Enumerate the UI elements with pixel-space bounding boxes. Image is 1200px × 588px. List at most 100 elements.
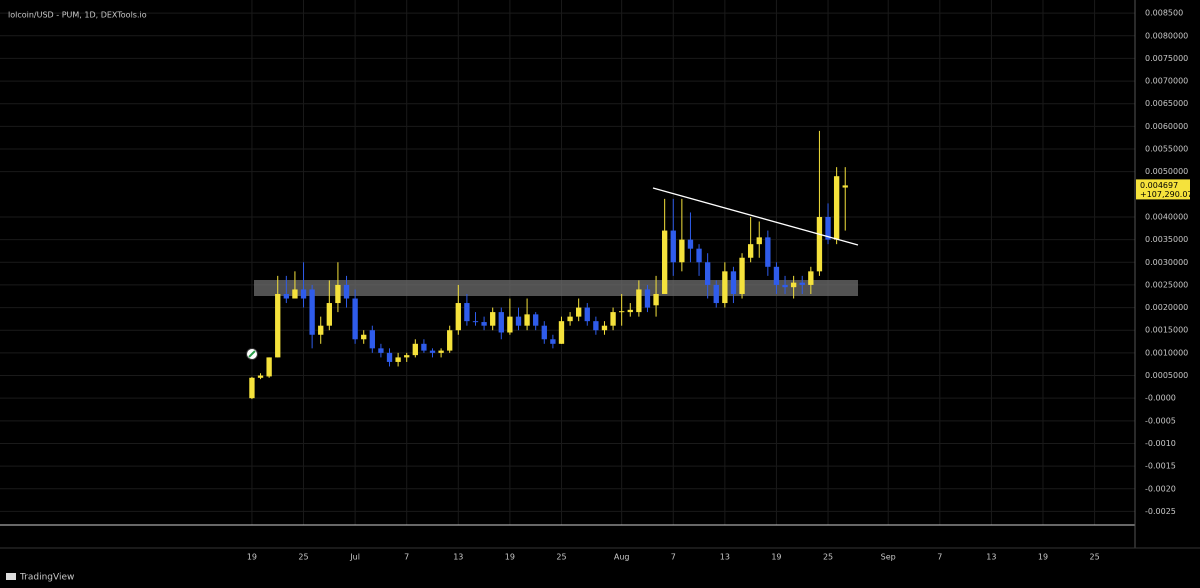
candle-body — [318, 325, 324, 335]
grid — [0, 0, 1135, 525]
chart-title: lolcoin/USD - PUM, 1D, DEXTools.io — [8, 11, 147, 20]
candle-body — [610, 312, 616, 326]
brand-logo — [6, 573, 16, 580]
candle-body — [627, 309, 633, 313]
candle-body — [412, 343, 418, 356]
candle-body — [533, 314, 539, 326]
candle-body — [730, 271, 737, 294]
x-tick-label: 7 — [937, 553, 942, 562]
candle-body — [670, 230, 676, 263]
candle-body — [335, 284, 341, 304]
y-tick-label: 0.0005000 — [1145, 371, 1188, 380]
x-tick-label: 7 — [671, 553, 676, 562]
candle-body — [619, 311, 625, 313]
candle-body — [275, 293, 281, 358]
candle-body — [687, 239, 694, 249]
y-tick-label: 0.0055000 — [1145, 145, 1188, 154]
candle-body — [756, 237, 762, 245]
candle-body — [541, 325, 547, 340]
candle-body — [790, 282, 797, 288]
candle-body — [825, 216, 831, 240]
x-tick-label: 25 — [1089, 553, 1099, 562]
candle-body — [472, 321, 479, 323]
candle-body — [378, 348, 384, 353]
candle-body — [842, 185, 848, 188]
brand: TradingView — [6, 573, 74, 583]
y-tick-label: 0.0075000 — [1145, 54, 1188, 63]
x-tick-label: Sep — [881, 553, 896, 562]
y-tick-label: 0.008500 — [1145, 9, 1183, 18]
candle-body — [283, 293, 289, 299]
trendline — [652, 187, 859, 246]
x-tick-label: Aug — [614, 553, 630, 562]
brand-text: TradingView — [19, 573, 74, 583]
candle-body — [249, 377, 255, 399]
x-tick-label: 19 — [247, 553, 257, 562]
candle-body — [765, 237, 771, 267]
candle-body — [395, 357, 401, 362]
candle-body — [481, 322, 487, 326]
x-tick-label: 13 — [453, 553, 463, 562]
candle-body — [773, 266, 780, 285]
candle-body — [352, 298, 358, 340]
x-tick-label: 25 — [823, 553, 833, 562]
candle-body — [507, 316, 513, 333]
candle-body — [739, 257, 745, 294]
y-tick-label: 0.0080000 — [1145, 31, 1188, 40]
candle-body — [300, 289, 307, 299]
candle-body — [799, 282, 805, 285]
candle-body — [421, 343, 427, 351]
candle-body — [292, 289, 298, 299]
y-tick-label: 0.0020000 — [1145, 303, 1188, 312]
x-tick-label: 25 — [556, 553, 566, 562]
y-tick-label: -0.0025 — [1145, 507, 1176, 516]
candles — [249, 130, 848, 400]
candle-body — [404, 355, 410, 358]
candle-body — [438, 350, 444, 353]
x-tick-label: 13 — [720, 553, 730, 562]
candle-body — [747, 244, 754, 258]
y-tick-label: -0.0020 — [1145, 484, 1176, 493]
x-tick-label: 25 — [298, 553, 308, 562]
y-tick-label: 0.0025000 — [1145, 280, 1188, 289]
y-tick-label: 0.0010000 — [1145, 348, 1188, 357]
candle-body — [816, 216, 823, 272]
candle-body — [782, 284, 788, 288]
candle-body — [309, 289, 315, 335]
candle-body — [326, 303, 332, 326]
candle-body — [679, 239, 685, 263]
candle-body — [713, 284, 719, 304]
candle-body — [455, 303, 461, 331]
candle-body — [636, 289, 642, 313]
candle-body — [661, 230, 668, 294]
last-price-label: 0.004697 — [1140, 181, 1178, 190]
last-price-box — [1136, 179, 1190, 200]
candle-body — [584, 307, 590, 322]
x-tick-label: 19 — [771, 553, 781, 562]
candle-body — [833, 176, 840, 240]
y-tick-label: 0.0040000 — [1145, 212, 1188, 221]
x-tick-label: 19 — [505, 553, 515, 562]
x-tick-label: 13 — [986, 553, 996, 562]
candle-body — [593, 321, 599, 331]
y-tick-label: 0.0030000 — [1145, 258, 1188, 267]
y-tick-label: 0.0065000 — [1145, 99, 1188, 108]
candle-body — [704, 262, 711, 285]
x-tick-label: Jul — [349, 553, 360, 562]
candle-body — [447, 330, 453, 351]
candle-body — [567, 316, 573, 322]
candle-body — [429, 350, 436, 353]
candle-body — [361, 334, 367, 340]
candle-body — [653, 293, 659, 306]
x-tick-label: 19 — [1038, 553, 1048, 562]
candle-body — [558, 321, 565, 344]
candle-body — [722, 271, 728, 304]
candle-body — [524, 314, 530, 326]
axes: 0.008500 0.0080000 0.0075000 0.0070000 0.006… — [247, 9, 1200, 562]
y-tick-label: -0.0015 — [1145, 462, 1176, 471]
candle-body — [490, 312, 496, 326]
y-tick-label: 0.0015000 — [1145, 326, 1188, 335]
candle-body — [644, 289, 651, 308]
candle-body — [696, 248, 702, 263]
